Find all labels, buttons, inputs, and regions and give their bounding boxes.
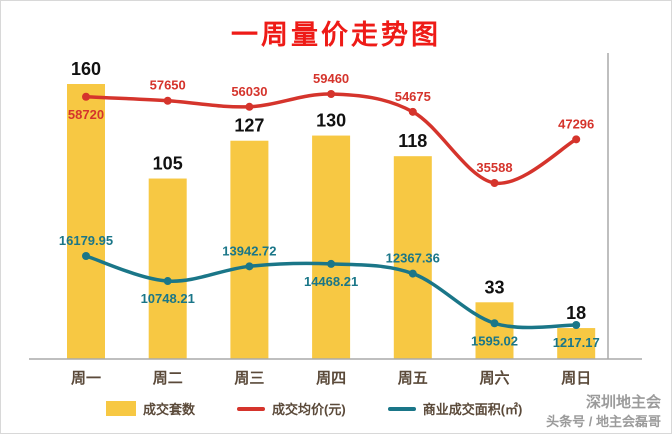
bar-value-label: 33 [484,277,504,297]
bar [312,135,351,359]
area-point [490,319,499,328]
watermark: 深圳地主会 头条号 / 地主会磊哥 [546,392,661,431]
area-point [327,259,336,268]
price-point [82,92,90,101]
price-point [163,96,172,105]
legend-item-bars: 成交套数 [106,399,195,418]
bar [148,178,187,359]
legend: 成交套数 成交均价(元) 商业成交面积(㎡) [106,399,522,418]
price-value-label: 58720 [68,107,104,122]
area-value-label: 14468.21 [304,274,358,289]
bar-value-label: 18 [566,303,586,323]
area-value-label: 12367.36 [386,251,440,266]
bar [557,328,596,359]
x-tick-label: 周一 [71,370,101,387]
area-point [408,269,417,278]
area-value-label: 1217.17 [553,335,600,350]
area-point [572,321,581,329]
bar [67,84,105,359]
price-point [572,135,581,144]
x-tick-label: 周五 [398,370,428,387]
price-value-label: 57650 [150,78,186,93]
area-point [245,262,254,271]
area-point [82,252,90,260]
legend-label-bars: 成交套数 [143,402,196,417]
bar-value-label: 130 [316,111,346,131]
chart-title: 一周量价走势图 [231,20,441,50]
bar-value-label: 118 [398,131,427,151]
x-tick-label: 周四 [316,370,346,387]
x-tick-label: 周日 [561,370,591,387]
area-point [163,277,172,286]
price-value-label: 56030 [231,84,267,99]
bar [230,140,269,359]
price-value-label: 35588 [476,160,512,175]
area-value-label: 10748.21 [141,291,195,306]
price-point [408,107,417,116]
bar-value-label: 105 [153,154,183,174]
watermark-line1: 深圳地主会 [585,393,661,411]
bar-value-label: 160 [71,59,101,79]
bar-value-label: 127 [234,116,264,136]
bar-legend-swatch [106,401,136,416]
legend-item-area: 商业成交面积(㎡) [387,399,523,418]
price-point [245,102,254,111]
price-legend-swatch [237,406,266,411]
x-tick-label: 周二 [153,370,183,387]
legend-item-price: 成交均价(元) [237,399,346,418]
price-value-label: 54675 [395,89,431,104]
price-point [327,90,336,98]
legend-label-price: 成交均价(元) [272,402,346,417]
area-value-label: 1595.02 [471,333,518,348]
x-tick-label: 周三 [234,370,264,387]
area-legend-swatch [387,406,416,411]
x-tick-label: 周六 [479,369,509,387]
price-value-label: 59460 [313,71,349,86]
watermark-line2: 头条号 / 地主会磊哥 [546,413,661,429]
price-point [490,179,499,187]
legend-label-area: 商业成交面积(㎡) [422,402,523,417]
area-value-label: 13942.72 [222,243,276,258]
area-value-label: 16179.95 [59,233,113,248]
bar [393,156,432,359]
price-value-label: 47296 [558,116,594,131]
bar [475,302,514,359]
